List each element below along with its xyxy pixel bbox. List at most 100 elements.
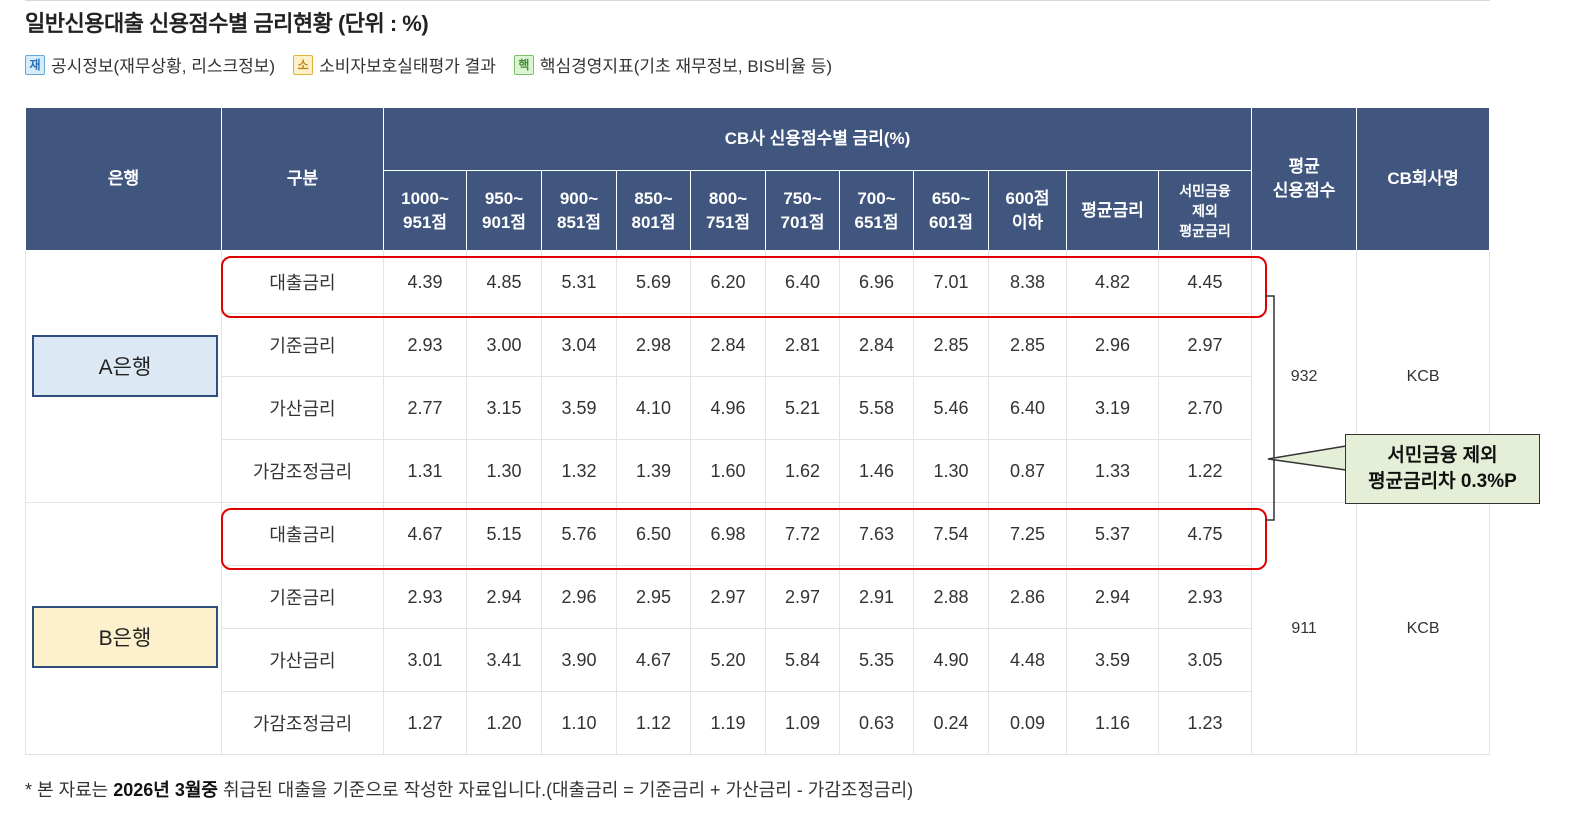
rate-value: 4.45 xyxy=(1157,250,1253,314)
rate-value: 2.91 xyxy=(839,565,914,629)
rate-value: 1.60 xyxy=(690,439,766,503)
header-column-line: 600점 xyxy=(1005,188,1050,208)
rate-value: 4.82 xyxy=(1066,250,1159,314)
rate-value: 2.98 xyxy=(616,313,691,377)
footnote-suffix: 취급된 대출을 기준으로 작성한 자료입니다.(대출금리 = 기준금리 + 가산… xyxy=(217,780,914,800)
rate-value: 1.27 xyxy=(383,691,467,755)
rate-value: 2.81 xyxy=(765,313,840,377)
rate-value: 8.38 xyxy=(988,250,1067,314)
header-score-column: 800~ 751점 xyxy=(690,170,766,251)
rate-value: 5.69 xyxy=(616,250,691,314)
rate-type-label: 기준금리 xyxy=(221,313,384,377)
header-column-line: 이하 xyxy=(1011,212,1044,232)
bracket-line xyxy=(1266,295,1275,521)
rate-value: 5.37 xyxy=(1066,502,1159,566)
callout-line: 평균금리차 0.3%P xyxy=(1368,471,1517,492)
bank-label-b: B은행 xyxy=(32,606,218,668)
header-avg-score-line: 평균 xyxy=(1288,157,1320,176)
rate-value: 1.19 xyxy=(690,691,766,755)
legend-item-key-indicators[interactable]: 핵 핵심경영지표(기초 재무정보, BIS비율 등) xyxy=(513,52,833,77)
rate-value: 4.10 xyxy=(616,376,691,440)
header-score-column: 평균금리 xyxy=(1066,170,1159,251)
header-column-line: 1000~ xyxy=(401,188,449,208)
callout-pointer xyxy=(1267,445,1347,471)
rate-value: 2.96 xyxy=(1066,313,1159,377)
header-score-column: 900~ 851점 xyxy=(541,170,617,251)
rate-value: 3.01 xyxy=(383,628,467,692)
consumer-badge-icon: 소 xyxy=(293,54,314,75)
header-column-line: 950~ xyxy=(484,188,524,208)
rate-value: 3.19 xyxy=(1066,376,1159,440)
rate-value: 5.46 xyxy=(913,376,989,440)
rate-value: 1.10 xyxy=(541,691,617,755)
header-category: 구분 xyxy=(221,107,384,251)
rate-value: 6.96 xyxy=(839,250,914,314)
table-row: 가산금리 3.01 3.41 3.90 4.67 5.20 5.84 5.35 4.90 4.48… xyxy=(26,628,1490,692)
rate-value: 0.87 xyxy=(988,439,1067,503)
rate-value: 2.95 xyxy=(616,565,691,629)
footnote-date: 2026년 3월중 xyxy=(113,780,218,800)
table-row: 가감조정금리 1.31 1.30 1.32 1.39 1.60 1.62 1.46 1.30 0.… xyxy=(26,439,1490,503)
rate-value: 0.63 xyxy=(839,691,914,755)
header-column-line: 951점 xyxy=(402,212,447,232)
rate-value: 4.39 xyxy=(383,250,467,314)
rate-value: 2.88 xyxy=(913,565,989,629)
rate-type-label: 가산금리 xyxy=(221,628,384,692)
header-score-column: 850~ 801점 xyxy=(616,170,691,251)
rate-value: 4.48 xyxy=(988,628,1067,692)
rate-type-label: 가감조정금리 xyxy=(221,439,384,503)
rate-value: 3.04 xyxy=(541,313,617,377)
rate-value: 4.90 xyxy=(913,628,989,692)
table-row: 대출금리 4.39 4.85 5.31 5.69 6.20 6.40 6.96 7.01 8.38… xyxy=(25,250,1491,503)
legend-label: 소비자보호실태평가 결과 xyxy=(319,57,496,76)
avg-score-value: 911 xyxy=(1251,502,1358,755)
header-column-line: 901점 xyxy=(481,212,526,232)
legend: 재 공시정보(재무상황, 리스크정보) 소 소비자보호실태평가 결과 핵 핵심경… xyxy=(25,52,850,77)
header-column-line: 750~ xyxy=(783,188,822,208)
legend-item-consumer-protection[interactable]: 소 소비자보호실태평가 결과 xyxy=(293,52,496,77)
rate-value: 4.75 xyxy=(1157,502,1253,566)
legend-label: 핵심경영지표(기초 재무정보, BIS비율 등) xyxy=(539,57,833,76)
rate-value: 4.67 xyxy=(616,628,691,692)
table-row: 가산금리 2.77 3.15 3.59 4.10 4.96 5.21 5.58 5.46 6.40… xyxy=(26,376,1490,440)
header-bank: 은행 xyxy=(25,107,222,251)
rate-value: 5.58 xyxy=(839,376,914,440)
header-column-line: 650~ xyxy=(931,188,971,208)
legend-item-disclosure[interactable]: 재 공시정보(재무상황, 리스크정보) xyxy=(25,52,275,77)
header-score-column: 750~ 701점 xyxy=(765,170,840,251)
header-column-line: 제외 xyxy=(1192,202,1218,219)
header-column-line: 서민금융 xyxy=(1179,182,1231,199)
page-title: 일반신용대출 신용점수별 금리현황 (단위 : %) xyxy=(25,11,429,36)
header-column-line: 701점 xyxy=(780,212,825,232)
header-column-line: 651점 xyxy=(854,212,899,232)
top-divider xyxy=(25,0,1490,1)
rate-value: 1.16 xyxy=(1066,691,1159,755)
header-avg-score: 평균 신용점수 xyxy=(1251,107,1358,251)
rate-value: 3.59 xyxy=(1066,628,1159,692)
rate-value: 2.84 xyxy=(690,313,766,377)
header-column-line: 851점 xyxy=(556,212,601,232)
rate-value: 2.85 xyxy=(913,313,989,377)
rate-value: 7.25 xyxy=(988,502,1067,566)
header-column-line: 900~ xyxy=(559,188,599,208)
rate-value: 1.09 xyxy=(765,691,840,755)
rate-value: 5.15 xyxy=(466,502,542,566)
bank-label-a: A은행 xyxy=(32,335,218,397)
footnote-prefix: * 본 자료는 xyxy=(25,780,114,800)
legend-label: 공시정보(재무상황, 리스크정보) xyxy=(51,57,276,76)
rate-value: 5.20 xyxy=(690,628,766,692)
header-score-group: CB사 신용점수별 금리(%) xyxy=(382,107,1253,171)
cb-name-value: KCB xyxy=(1356,502,1491,755)
table-row: 가감조정금리 1.27 1.20 1.10 1.12 1.19 1.09 0.63 0.24 0.… xyxy=(26,691,1490,755)
rate-value: 1.12 xyxy=(616,691,691,755)
rate-value: 3.05 xyxy=(1157,628,1253,692)
rate-value: 2.94 xyxy=(1066,565,1159,629)
header-column-line: 800~ xyxy=(708,188,748,208)
header-score-column: 950~ 901점 xyxy=(466,170,542,251)
rate-value: 2.70 xyxy=(1157,376,1253,440)
rate-value: 3.15 xyxy=(466,376,542,440)
rate-value: 1.31 xyxy=(383,439,467,503)
header-column-line: 평균금리 xyxy=(1081,200,1144,220)
header-score-column: 1000~ 951점 xyxy=(383,170,467,251)
